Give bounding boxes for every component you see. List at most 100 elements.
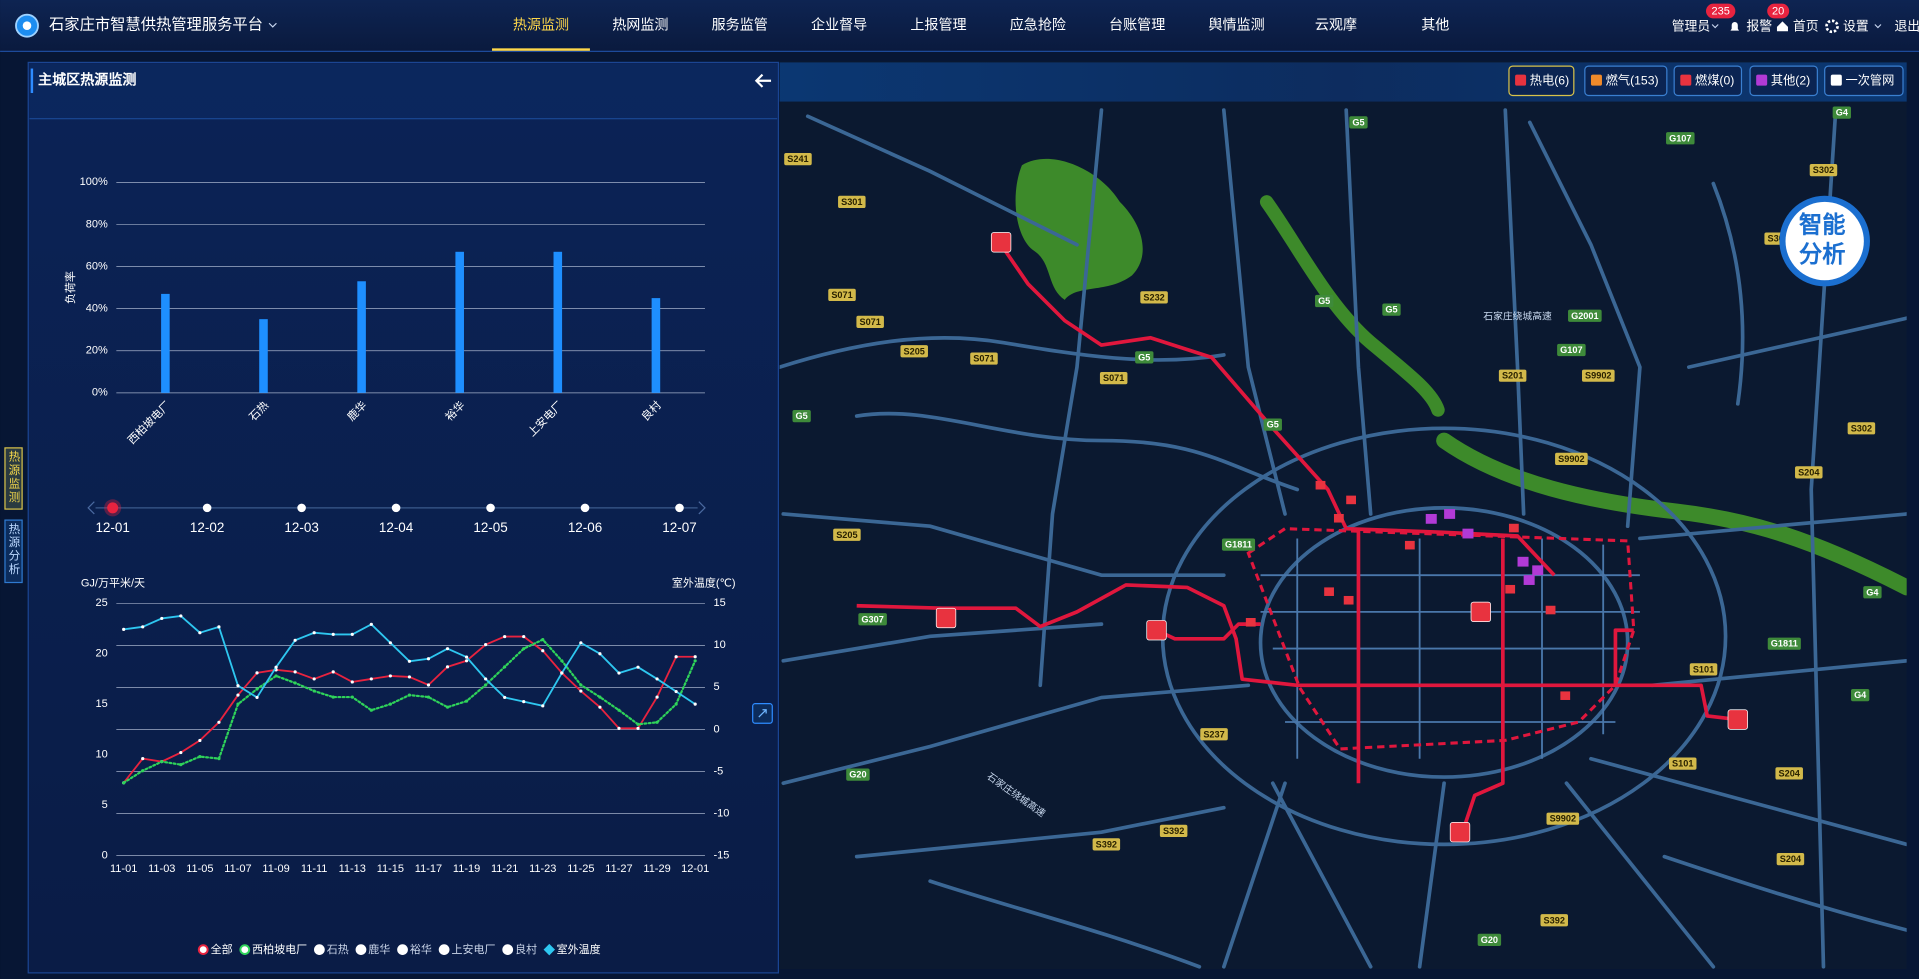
y2-axis-title: 室外温度(℃) (672, 576, 736, 590)
legend-item[interactable]: 裕华 (397, 942, 432, 956)
legend-item[interactable]: 全部 (197, 942, 233, 956)
timeline-dot[interactable] (675, 503, 684, 513)
timeline-next[interactable] (698, 501, 706, 515)
timeline-label[interactable]: 12-04 (379, 520, 414, 535)
smart-button-label[interactable]: 智能分析 (1798, 211, 1846, 269)
bar (651, 298, 661, 393)
layer-label[interactable]: 一次管网 (1845, 73, 1894, 88)
alarm-badge-bg (1705, 3, 1736, 19)
app-title: 石家庄市智慧供热管理服务平台 (49, 16, 263, 34)
nav-item[interactable]: 企业督导 (811, 16, 867, 32)
road-shield-label: S9902 (1585, 371, 1611, 381)
timeline-dot[interactable] (391, 503, 401, 513)
y-tick-label: 60% (86, 260, 108, 272)
nav-item[interactable]: 其他 (1421, 16, 1449, 32)
smart-button[interactable] (1785, 201, 1864, 281)
legend-item[interactable]: 良村 (502, 942, 537, 956)
legend-label[interactable]: 上安电厂 (451, 942, 495, 956)
layer-button[interactable] (1584, 65, 1668, 97)
timeline-label[interactable]: 12-02 (190, 520, 224, 535)
side-tab-active[interactable] (4, 447, 23, 510)
x-tick-label: 11-05 (186, 863, 213, 875)
legend-item[interactable]: 西柏坡电厂 (239, 942, 307, 956)
place-label: 石家庄绕城高速 (1483, 310, 1552, 323)
nav-item[interactable]: 应急抢险 (1010, 16, 1066, 32)
y-tick-label: 100% (80, 176, 108, 188)
side-tab[interactable]: 热源监测 (7, 450, 20, 504)
road-shield (1099, 372, 1128, 385)
nav-item[interactable]: 热网监测 (612, 16, 668, 32)
road-shield (1546, 812, 1580, 825)
timeline-label[interactable]: 12-06 (568, 520, 602, 535)
legend-label[interactable]: 全部 (211, 942, 233, 956)
side-tab[interactable]: 热源分析 (7, 523, 20, 577)
layer-button[interactable] (1749, 65, 1818, 97)
layer-label[interactable]: 热电(6) (1530, 74, 1569, 88)
timeline-label[interactable]: 12-01 (95, 520, 129, 535)
city-streets (1260, 538, 1640, 759)
data-point (274, 674, 278, 678)
user-name[interactable]: 管理员 (1672, 18, 1710, 33)
nav-item[interactable]: 云观摩 (1315, 16, 1357, 32)
legend-label[interactable]: 鹿华 (368, 942, 390, 956)
road-shield-label: S204 (1798, 467, 1820, 477)
timeline-label[interactable]: 12-03 (284, 520, 318, 535)
legend-item[interactable]: 上安电厂 (438, 942, 496, 956)
timeline-label[interactable]: 12-07 (662, 520, 696, 535)
road-shield (1477, 933, 1502, 946)
x-tick-label: 11-15 (377, 863, 404, 875)
y-tick-label: 10 (96, 748, 108, 760)
legend-label[interactable]: 石热 (327, 943, 349, 956)
timeline-dot-active[interactable] (107, 502, 119, 514)
nav-item[interactable]: 热源监测 (513, 16, 569, 32)
timeline-label[interactable]: 12-05 (473, 520, 507, 535)
y2-tick-label: -15 (714, 849, 730, 861)
legend-label[interactable]: 良村 (515, 942, 537, 956)
road-shield-label: S302 (1813, 165, 1834, 175)
settings-link[interactable]: 设置 (1843, 18, 1869, 33)
legend-label[interactable]: 裕华 (410, 942, 432, 956)
layer-button[interactable] (1673, 65, 1743, 97)
side-tab-inactive[interactable] (4, 519, 23, 584)
timeline-dot[interactable] (486, 503, 495, 513)
road-shield (1847, 422, 1876, 435)
data-point (312, 689, 316, 693)
timeline-dot[interactable] (580, 503, 590, 513)
timeline-dot[interactable] (202, 503, 212, 513)
plant-markers (935, 232, 1748, 843)
legend-label[interactable]: 西柏坡电厂 (252, 942, 307, 956)
back-arrow[interactable] (754, 73, 772, 88)
layer-label[interactable]: 其他(2) (1771, 74, 1810, 88)
road-shield-label: G4 (1836, 108, 1849, 118)
data-point (445, 665, 450, 669)
nav-item[interactable]: 服务监管 (712, 16, 768, 32)
nav-item[interactable]: 台账管理 (1109, 16, 1165, 32)
data-point (350, 695, 354, 699)
layer-button[interactable] (1824, 65, 1904, 97)
road-network (779, 108, 1907, 969)
data-point (236, 693, 240, 697)
road-shield (858, 613, 887, 626)
nav-item[interactable]: 舆情监测 (1208, 16, 1264, 32)
legend-label[interactable]: 室外温度 (557, 942, 601, 956)
legend-item[interactable]: 石热 (313, 943, 349, 956)
data-point (484, 643, 488, 647)
layer-button[interactable] (1508, 65, 1575, 97)
alarm-link[interactable]: 报警 (1746, 18, 1772, 33)
road-shield-label: S301 (841, 197, 862, 207)
map[interactable]: G5 G4 G107 S301 S241 S071 S071 S205 S071 S071 G5 S2… (779, 61, 1907, 970)
nav-item[interactable]: 上报管理 (910, 16, 966, 32)
data-point (503, 695, 507, 700)
layer-label[interactable]: 燃煤(0) (1695, 73, 1734, 88)
layer-label[interactable]: 燃气(153) (1606, 73, 1659, 88)
home-link[interactable]: 首页 (1793, 18, 1819, 33)
timeline-dot[interactable] (297, 503, 306, 513)
timeline-prev[interactable] (87, 501, 95, 515)
road-shield-label: G1811 (1771, 639, 1798, 649)
data-point (236, 702, 240, 706)
road-shield-label: G5 (796, 411, 808, 421)
legend-item[interactable]: 鹿华 (355, 942, 391, 956)
y-axis-title: GJ/万平米/天 (81, 577, 145, 590)
green-belt (1436, 432, 1907, 596)
logout-link[interactable]: 退出 (1894, 18, 1919, 33)
